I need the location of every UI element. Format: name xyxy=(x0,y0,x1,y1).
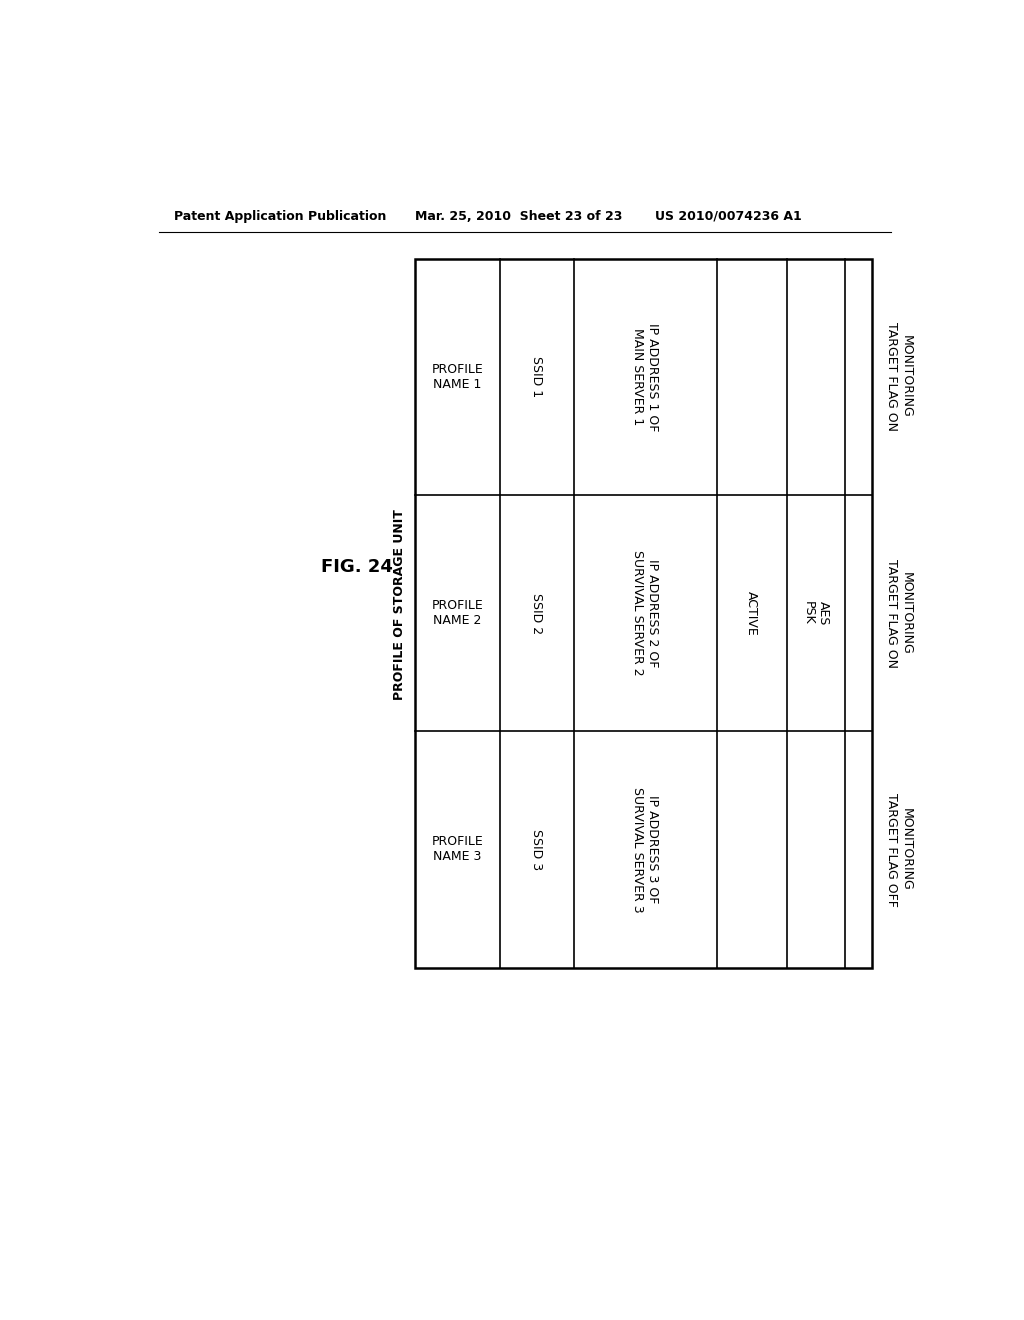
Text: PROFILE
NAME 1: PROFILE NAME 1 xyxy=(431,363,483,391)
Text: MONITORING
TARGET FLAG ON: MONITORING TARGET FLAG ON xyxy=(885,558,913,668)
Text: Mar. 25, 2010  Sheet 23 of 23: Mar. 25, 2010 Sheet 23 of 23 xyxy=(415,210,623,223)
Bar xyxy=(415,259,872,968)
Text: Patent Application Publication: Patent Application Publication xyxy=(174,210,387,223)
Text: IP ADDRESS 1 OF
MAIN SERVER 1: IP ADDRESS 1 OF MAIN SERVER 1 xyxy=(632,322,659,430)
Text: FIG. 24: FIG. 24 xyxy=(321,557,392,576)
Text: SSID 2: SSID 2 xyxy=(530,593,544,634)
Text: IP ADDRESS 3 OF
SURVIVAL SERVER 3: IP ADDRESS 3 OF SURVIVAL SERVER 3 xyxy=(632,787,659,912)
Text: MONITORING
TARGET FLAG OFF: MONITORING TARGET FLAG OFF xyxy=(885,792,913,907)
Text: MONITORING
TARGET FLAG ON: MONITORING TARGET FLAG ON xyxy=(885,322,913,432)
Text: PROFILE
NAME 2: PROFILE NAME 2 xyxy=(431,599,483,627)
Text: AES
PSK: AES PSK xyxy=(802,601,829,626)
Text: PROFILE OF STORAGE UNIT: PROFILE OF STORAGE UNIT xyxy=(393,510,406,701)
Text: US 2010/0074236 A1: US 2010/0074236 A1 xyxy=(655,210,802,223)
Text: ACTIVE: ACTIVE xyxy=(745,591,759,635)
Text: PROFILE
NAME 3: PROFILE NAME 3 xyxy=(431,836,483,863)
Text: SSID 3: SSID 3 xyxy=(530,829,544,870)
Text: IP ADDRESS 2 OF
SURVIVAL SERVER 2: IP ADDRESS 2 OF SURVIVAL SERVER 2 xyxy=(632,550,659,676)
Text: SSID 1: SSID 1 xyxy=(530,356,544,397)
